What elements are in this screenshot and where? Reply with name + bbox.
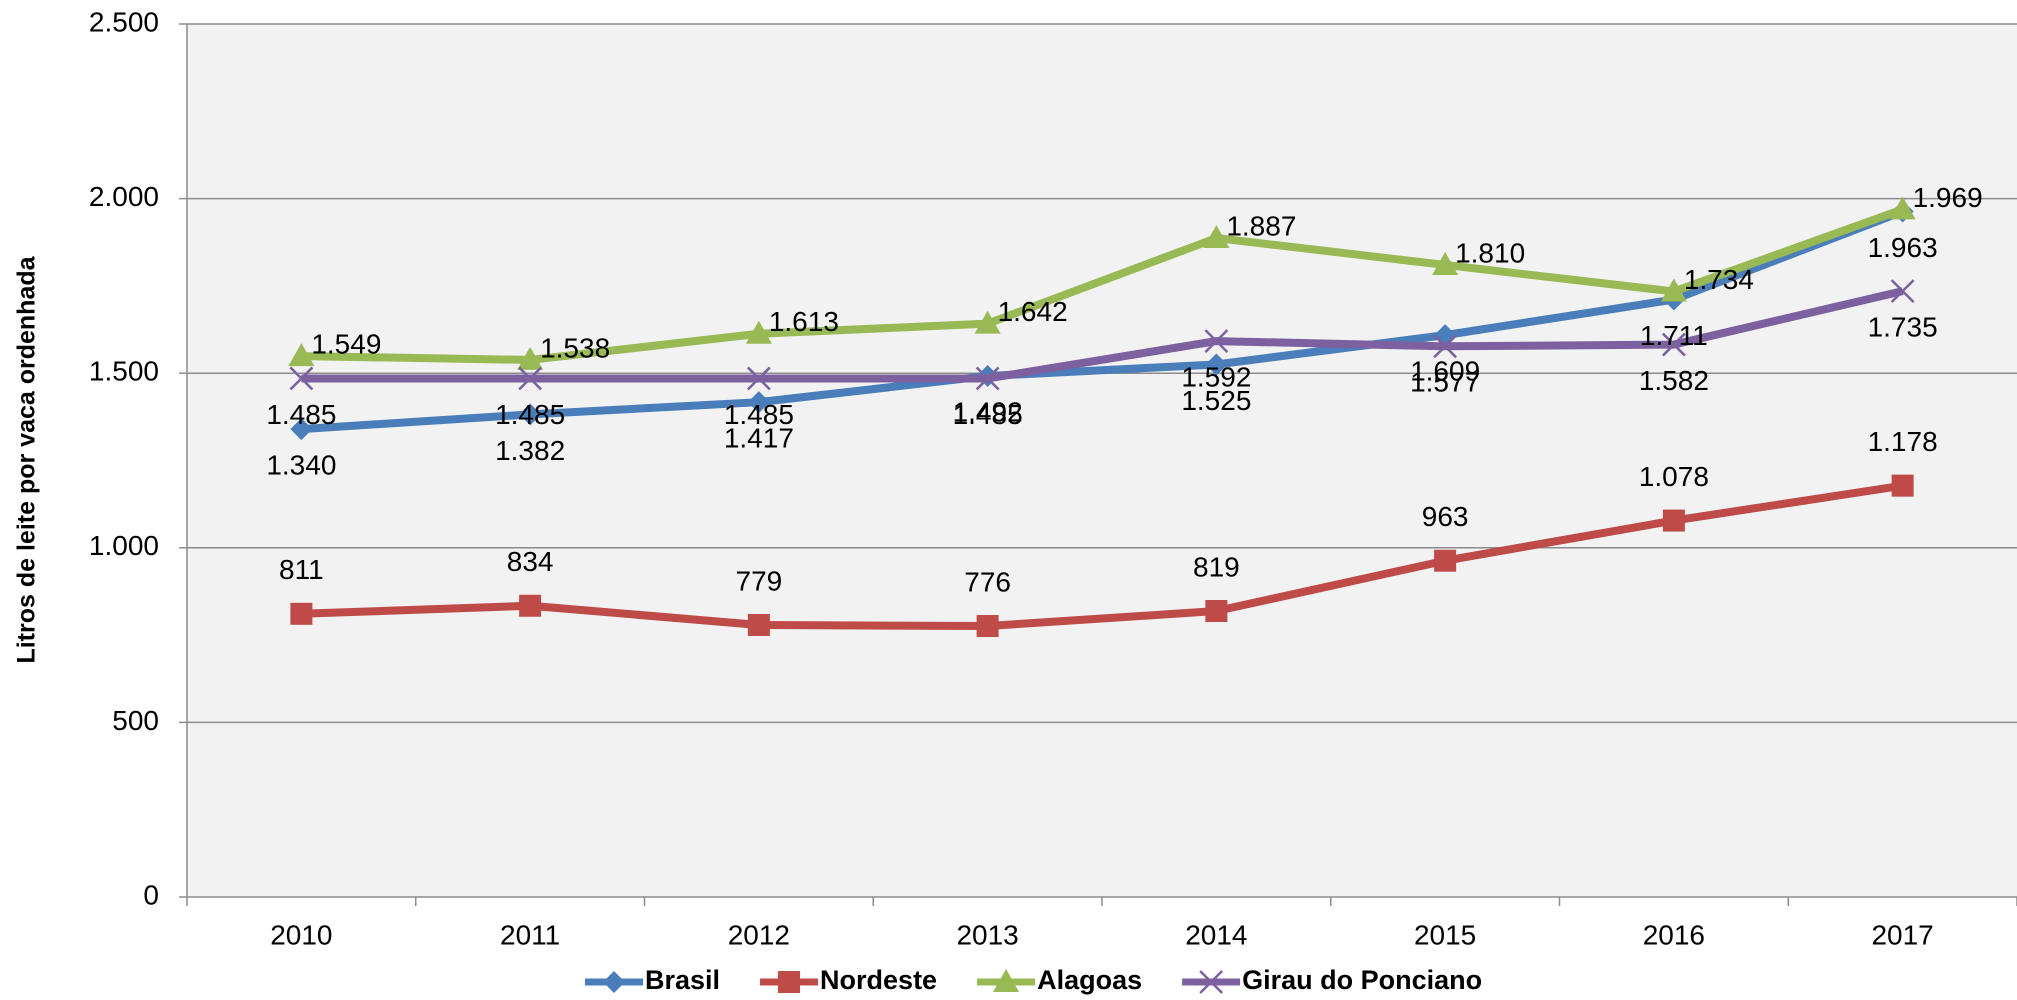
data-label: 811 — [279, 554, 324, 585]
marker — [1203, 225, 1230, 249]
marker — [1205, 600, 1228, 623]
legend-label: Nordeste — [820, 965, 937, 995]
marker — [1434, 549, 1457, 572]
marker — [288, 343, 315, 367]
data-label: 1.592 — [1181, 361, 1251, 392]
data-label: 1.734 — [1684, 264, 1754, 295]
marker — [1432, 251, 1459, 275]
marker — [1891, 474, 1914, 497]
x-tick-label: 2017 — [1871, 919, 1933, 950]
marker — [745, 320, 772, 344]
legend: Brasil Nordeste Alagoas Girau do Ponciano — [585, 965, 1482, 995]
marker — [1890, 279, 1915, 304]
legend-label: Girau do Ponciano — [1242, 965, 1482, 995]
data-label: 779 — [736, 565, 783, 596]
marker — [1204, 329, 1229, 353]
y-tick-label: 0 — [143, 879, 159, 910]
data-label: 1.485 — [724, 399, 794, 430]
data-label: 963 — [1422, 501, 1469, 532]
marker — [974, 310, 1001, 334]
x-tick-label: 2016 — [1643, 919, 1705, 950]
marker — [1205, 353, 1228, 376]
marker — [1661, 332, 1686, 357]
marker — [289, 366, 314, 391]
x-tick-label: 2012 — [728, 919, 790, 950]
legend-label: Brasil — [645, 965, 720, 995]
marker — [519, 594, 542, 617]
series-line — [301, 205, 1904, 364]
marker — [993, 969, 1020, 992]
data-label: 1.485 — [266, 399, 336, 430]
marker — [603, 971, 625, 993]
legend-label: Alagoas — [1037, 965, 1142, 995]
data-label: 1.178 — [1868, 426, 1938, 457]
series-line — [301, 287, 1904, 383]
marker — [1433, 334, 1458, 359]
marker — [747, 613, 770, 636]
data-label: 1.969 — [1913, 182, 1983, 213]
x-tick-label: 2013 — [956, 919, 1018, 950]
y-axis-label: Litros de leite por vaca ordenhada — [13, 255, 41, 663]
y-tick-label: 1.500 — [89, 356, 159, 387]
marker — [778, 971, 801, 993]
data-label: 1.340 — [266, 449, 336, 480]
data-label: 1.417 — [724, 423, 794, 454]
marker — [517, 346, 544, 370]
data-label: 1.485 — [495, 399, 565, 430]
data-label: 1.485 — [953, 399, 1023, 430]
series-line — [301, 207, 1905, 434]
data-label: 1.642 — [998, 296, 1068, 327]
x-tick-label: 2011 — [500, 919, 560, 950]
data-label: 1.735 — [1868, 312, 1938, 343]
marker — [1889, 196, 1916, 220]
marker — [518, 366, 543, 391]
series-line — [301, 481, 1904, 631]
data-label: 1.810 — [1455, 237, 1525, 268]
data-label: 1.613 — [769, 306, 839, 337]
data-label: 1.525 — [1181, 385, 1251, 416]
data-label: 1.887 — [1226, 210, 1296, 241]
marker — [747, 391, 770, 414]
data-label: 1.549 — [311, 328, 381, 359]
data-label: 1.582 — [1639, 365, 1709, 396]
data-label: 819 — [1193, 551, 1240, 582]
marker — [290, 602, 313, 625]
y-tick-label: 2.000 — [89, 181, 159, 212]
plot-area — [187, 24, 2017, 897]
x-tick-label: 2014 — [1185, 919, 1247, 950]
marker — [519, 403, 542, 426]
data-label: 1.963 — [1868, 232, 1938, 263]
marker — [290, 418, 313, 441]
marker — [1662, 509, 1685, 532]
data-label: 834 — [507, 546, 554, 577]
marker — [1660, 278, 1687, 302]
data-label: 776 — [964, 566, 1011, 597]
data-label: 1.382 — [495, 435, 565, 466]
marker — [1199, 970, 1224, 994]
y-tick-label: 500 — [112, 705, 159, 736]
data-label: 1.711 — [1640, 320, 1708, 351]
data-label: 1.577 — [1410, 367, 1480, 398]
x-tick-label: 2015 — [1414, 919, 1476, 950]
marker — [976, 615, 999, 638]
data-label: 1.078 — [1639, 461, 1709, 492]
marker — [975, 366, 1000, 391]
data-label: 1.492 — [953, 396, 1023, 427]
y-tick-label: 2.500 — [89, 6, 159, 37]
y-tick-label: 1.000 — [89, 530, 159, 561]
data-label: 1.538 — [540, 332, 610, 363]
data-label: 1.609 — [1410, 356, 1480, 387]
marker — [746, 366, 771, 391]
x-tick-label: 2010 — [270, 919, 332, 950]
